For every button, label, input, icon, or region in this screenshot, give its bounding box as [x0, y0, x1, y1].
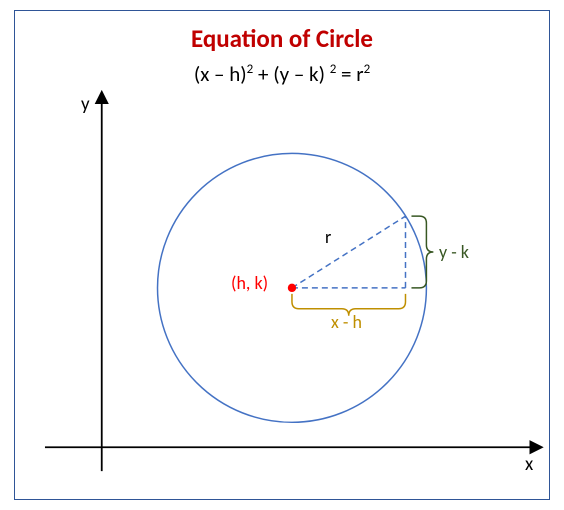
y-brace: [411, 216, 433, 288]
diagram-container: Equation of Circle (x – h)2 + (y – k) 2 …: [0, 0, 564, 510]
horiz-leg-label: x - h: [331, 311, 362, 333]
y-axis-label: y: [81, 93, 90, 116]
center-label: (h, k): [231, 272, 268, 294]
radius-label: r: [325, 226, 331, 248]
vert-leg-label: y - k: [439, 241, 469, 263]
diagram-frame: Equation of Circle (x – h)2 + (y – k) 2 …: [14, 10, 550, 500]
center-dot: [288, 284, 296, 292]
triangle-hypotenuse: [292, 216, 406, 288]
x-axis-label: x: [525, 453, 533, 476]
